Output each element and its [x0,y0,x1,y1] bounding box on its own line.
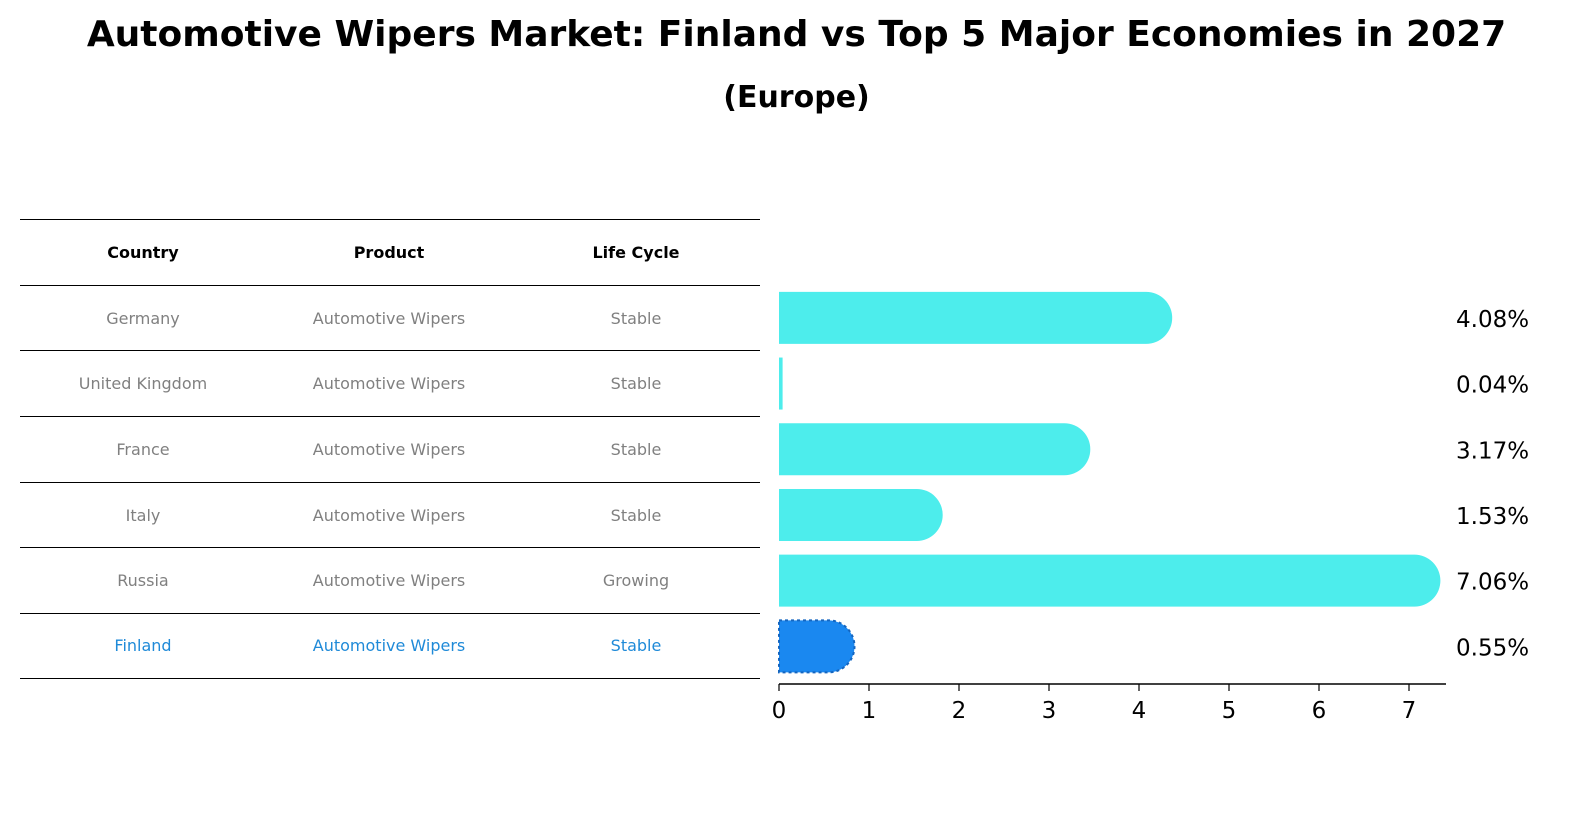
product-cell: Automotive Wipers [312,439,466,459]
country-cell: Russia [117,571,169,591]
bar-france [779,423,1091,476]
table-row: Italy Automotive Wipers Stable [20,481,760,548]
value-label: 0.04% [1456,373,1529,399]
product-cell: Automotive Wipers [312,571,466,591]
header-life-cycle: Life Cycle [592,242,680,262]
product-cell: Automotive Wipers [312,374,466,394]
country-table: Country Product Life Cycle Germany Autom… [20,219,760,679]
country-cell: Germany [106,308,180,328]
life-cycle-cell: Stable [610,439,662,459]
country-cell: France [116,439,170,459]
x-tick-label: 2 [952,698,967,724]
product-cell: Automotive Wipers [312,505,466,525]
table-row: Germany Automotive Wipers Stable [20,284,760,351]
country-cell: Italy [125,505,161,525]
bar-germany [779,291,1173,344]
x-tick-label: 7 [1402,698,1417,724]
table-row: United Kingdom Automotive Wipers Stable [20,350,760,416]
value-label: 3.17% [1456,438,1529,464]
product-cell: Automotive Wipers [312,636,466,656]
country-cell: Finland [114,636,172,656]
x-tick-label: 3 [1042,698,1057,724]
table-row: Russia Automotive Wipers Growing [20,547,760,613]
life-cycle-cell: Stable [610,505,662,525]
value-label: 4.08% [1456,307,1529,333]
chart-subtitle: (Europe) [723,80,870,115]
bar-united-kingdom [779,357,783,410]
chart-title: Automotive Wipers Market: Finland vs Top… [86,14,1507,55]
x-tick-label: 5 [1222,698,1237,724]
table-header-row: Country Product Life Cycle [20,219,760,285]
country-cell: United Kingdom [78,374,208,394]
x-tick-label: 6 [1312,698,1327,724]
header-country: Country [107,242,179,262]
bar-russia [779,554,1441,607]
value-label: 1.53% [1456,504,1529,530]
value-label: 0.55% [1456,635,1529,661]
table-row: France Automotive Wipers Stable [20,416,760,482]
bar-finland [778,619,856,674]
bar-italy [779,488,943,541]
product-cell: Automotive Wipers [312,308,466,328]
life-cycle-cell: Stable [610,308,662,328]
life-cycle-cell: Stable [610,636,662,656]
x-tick-label: 1 [862,698,877,724]
x-tick-label: 0 [772,698,787,724]
life-cycle-cell: Stable [610,374,662,394]
table-row-highlight: Finland Automotive Wipers Stable [20,613,760,679]
life-cycle-cell: Growing [602,571,670,591]
value-label: 7.06% [1456,570,1529,596]
x-tick-label: 4 [1132,698,1147,724]
header-product: Product [353,242,425,262]
